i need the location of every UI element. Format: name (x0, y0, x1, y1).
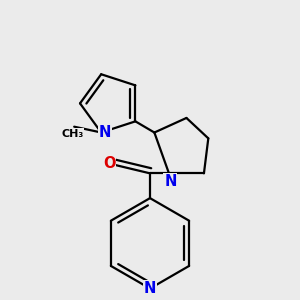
Text: N: N (98, 125, 111, 140)
Text: N: N (144, 281, 156, 296)
Text: CH₃: CH₃ (61, 129, 84, 139)
Text: N: N (164, 174, 177, 189)
Text: O: O (103, 156, 116, 171)
